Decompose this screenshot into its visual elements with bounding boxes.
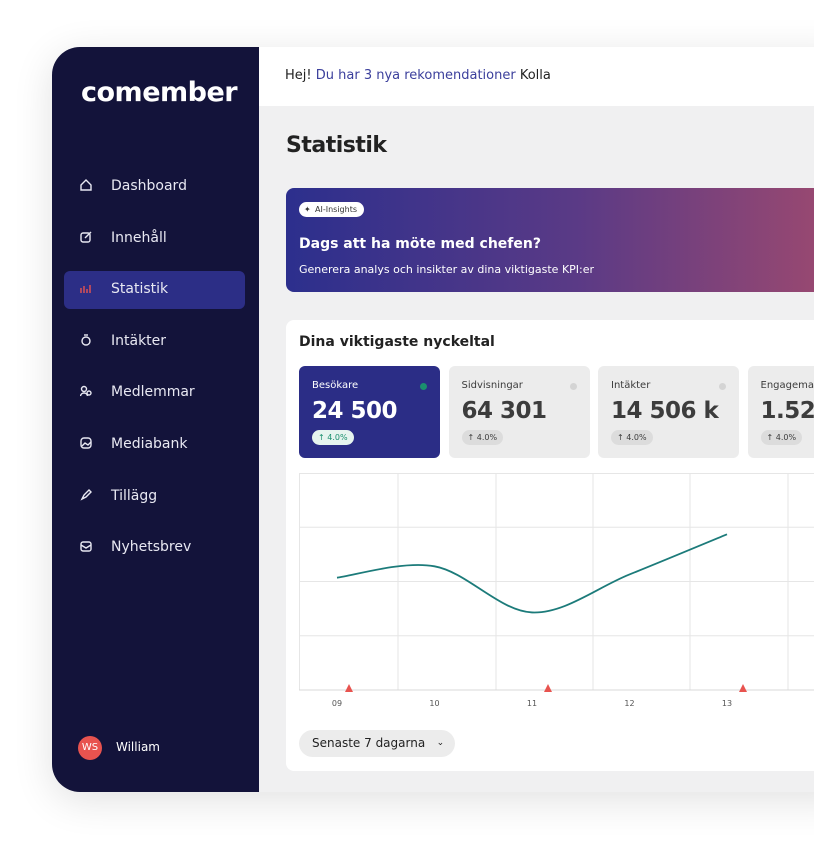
nav-icon <box>80 541 92 552</box>
nav-label: Nyhetsbrev <box>111 539 192 556</box>
logo: comember <box>81 77 238 108</box>
kpi-card[interactable]: Besökare 24 500 ↑ 4.0% <box>299 366 440 458</box>
line-chart: 09 10 11 12 13 <box>299 473 814 708</box>
greeting: Hej! <box>285 68 312 83</box>
kpi-arrow: ↑ <box>617 433 627 442</box>
ai-banner[interactable]: ✦ AI-Insights Dags att ha möte med chefen… <box>286 188 814 292</box>
kpi-dot <box>719 383 726 390</box>
kpi-card[interactable]: Sidvisningar 64 301 ↑ 4.0% <box>448 366 590 458</box>
user-name: William <box>116 740 160 754</box>
sidebar: comember WS William Dashboard Innehåll Sta… <box>52 47 259 792</box>
kpi-badge: ↑ 4.0% <box>461 430 504 445</box>
x-tick-label: 13 <box>722 699 732 708</box>
kpi-badge: ↑ 4.0% <box>312 430 354 445</box>
kpi-arrow: ↑ <box>467 433 477 442</box>
x-tick-label: 12 <box>624 699 634 708</box>
kpi-value: 24 500 <box>312 398 398 424</box>
nav-item[interactable]: Nyhetsbrev <box>64 529 245 567</box>
event-markers <box>345 684 747 692</box>
nav-label: Mediabank <box>111 436 188 452</box>
nav-icon <box>80 488 92 501</box>
banner-title: Dags att ha möte med chefen? <box>299 236 541 252</box>
kpi-label: Sidvisningar <box>461 380 523 391</box>
avatar[interactable]: WS <box>78 736 102 760</box>
ai-tag-text: AI-Insights <box>315 205 357 214</box>
topbar: Hej! Du har 3 nya rekomendationer Kolla <box>259 47 814 106</box>
page-title: Statistik <box>286 133 387 158</box>
nav-icon <box>80 231 92 243</box>
line-series <box>336 533 728 614</box>
kpi-change: 4.0% <box>626 433 647 442</box>
nav-item[interactable]: Statistik <box>64 271 245 310</box>
nav-label: Dashboard <box>111 178 187 194</box>
kpi-change: 4.0% <box>327 433 348 442</box>
kpi-card[interactable]: Intäkter 14 506 k ↑ 4.0% <box>598 366 739 458</box>
x-tick-label: 09 <box>332 699 342 708</box>
banner-text: Generera analys och insikter av dina vik… <box>299 263 595 276</box>
nav-item[interactable]: Innehåll <box>64 220 245 258</box>
kpi-arrow: ↑ <box>766 433 776 442</box>
nav-icon <box>80 285 91 294</box>
nav-icon <box>80 437 92 449</box>
nav-icon <box>81 334 91 346</box>
kpi-badge: ↑ 4.0% <box>760 430 803 445</box>
x-tick-label: 10 <box>429 699 439 708</box>
kpi-dot <box>420 383 427 390</box>
kpi-change: 4.0% <box>476 433 498 442</box>
message[interactable]: Du har 3 nya rekomendationer <box>315 68 516 83</box>
nav-item[interactable]: Tillägg <box>64 478 245 516</box>
x-tick-label: 11 <box>527 699 537 708</box>
nav-label: Medlemmar <box>111 384 195 401</box>
kpi-label: Besökare <box>312 380 359 391</box>
app-frame: comember WS William Dashboard Innehåll Sta… <box>52 47 814 792</box>
kpi-change: 4.0% <box>775 433 797 442</box>
nav-label: Innehåll <box>111 229 167 246</box>
nav-icon <box>80 179 92 191</box>
kpi-value: 64 301 <box>461 398 548 424</box>
range-button-text: Senaste 7 dagarna <box>312 736 426 750</box>
nav-item[interactable]: Dashboard <box>64 168 245 206</box>
kpi-label: Intäkter <box>611 380 651 391</box>
kpi-title: Dina viktigaste nyckeltal <box>299 334 495 350</box>
kpi-label: Engagemang <box>760 380 814 391</box>
kpi-arrow: ↑ <box>318 433 328 442</box>
action-link[interactable]: Kolla <box>519 68 551 83</box>
kpi-value: 1.52m <box>760 398 814 424</box>
nav-icon <box>80 386 92 397</box>
nav-label: Tillägg <box>111 487 158 504</box>
nav-label: Statistik <box>111 281 169 298</box>
ai-tag: ✦ AI-Insights <box>299 202 364 217</box>
kpi-card[interactable]: Engagemang 1.52m ↑ 4.0% <box>747 366 814 458</box>
kpi-value: 14 506 k <box>611 398 719 424</box>
nav-label: Intäkter <box>111 332 167 349</box>
nav-item[interactable]: Medlemmar <box>64 374 245 412</box>
kpi-badge: ↑ 4.0% <box>611 430 653 445</box>
range-button[interactable]: Senaste 7 dagarna ⌄ <box>299 730 456 757</box>
kpi-dot <box>569 383 577 390</box>
nav-item[interactable]: Intäkter <box>64 323 245 361</box>
nav-item[interactable]: Mediabank <box>64 426 245 464</box>
